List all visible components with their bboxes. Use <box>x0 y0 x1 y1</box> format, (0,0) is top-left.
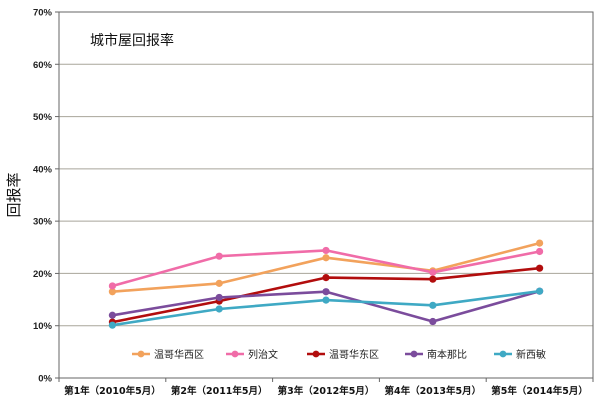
data-point <box>536 287 544 295</box>
y-tick-label: 10% <box>33 321 53 332</box>
data-point <box>429 275 437 283</box>
data-point <box>429 301 437 309</box>
data-point <box>215 305 223 313</box>
legend-label: 温哥华西区 <box>154 348 204 361</box>
legend-label: 列治文 <box>248 348 278 361</box>
data-point <box>322 246 330 255</box>
data-point <box>108 282 116 290</box>
legend-swatch-marker <box>410 350 418 358</box>
legend-swatch-marker <box>499 350 507 358</box>
legend-label: 南本那比 <box>427 348 467 361</box>
data-point <box>322 274 330 282</box>
data-point <box>215 279 223 287</box>
y-tick-label: 40% <box>33 164 53 175</box>
data-point <box>322 296 330 304</box>
x-tick-label: 第3年（2012年5月） <box>278 385 375 397</box>
x-tick-label: 第4年（2013年5月） <box>384 385 481 397</box>
x-tick-label: 第1年（2010年5月） <box>64 385 161 397</box>
legend-swatch-marker <box>312 350 320 358</box>
data-point <box>108 311 116 319</box>
legend-label: 温哥华东区 <box>329 348 379 361</box>
y-tick-label: 70% <box>33 8 53 19</box>
y-tick-label: 50% <box>33 112 53 123</box>
data-point <box>429 268 437 276</box>
y-tick-label: 60% <box>33 60 53 71</box>
x-tick-label: 第5年（2014年5月） <box>491 385 588 397</box>
y-tick-label: 20% <box>33 269 53 280</box>
data-point <box>215 252 223 260</box>
y-tick-label: 0% <box>38 374 52 385</box>
legend-swatch-marker <box>137 350 145 358</box>
data-point <box>322 288 330 296</box>
data-point <box>429 317 437 326</box>
data-point <box>536 264 544 272</box>
data-point <box>536 239 544 247</box>
legend-label: 新西敏 <box>516 348 546 361</box>
data-point <box>108 321 116 329</box>
data-point <box>322 254 330 262</box>
data-point <box>536 247 544 256</box>
y-tick-label: 30% <box>33 217 53 228</box>
plot-area-border <box>58 11 594 379</box>
x-tick-label: 第2年（2011年5月） <box>171 385 268 397</box>
legend-swatch-marker <box>231 350 239 358</box>
data-point <box>108 288 116 296</box>
data-point <box>215 293 223 302</box>
y-axis-label: 回报率 <box>5 172 23 217</box>
chart-title: 城市屋回报率 <box>90 32 174 49</box>
